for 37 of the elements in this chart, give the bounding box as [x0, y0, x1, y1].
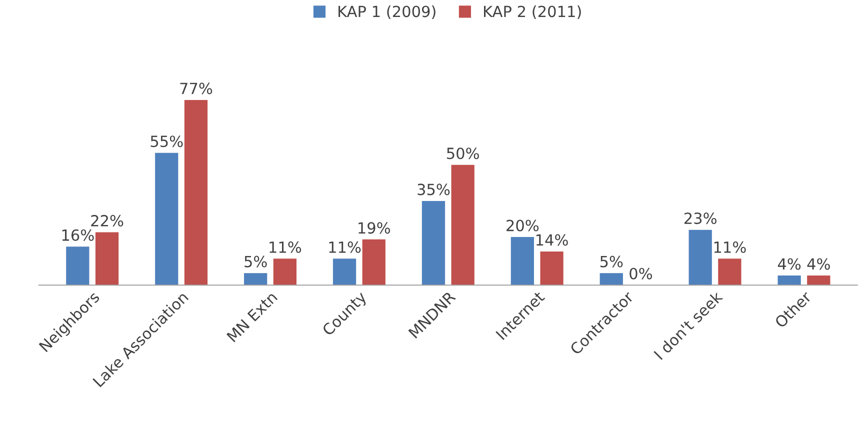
bar	[600, 273, 623, 286]
bar	[422, 200, 446, 286]
bar	[332, 258, 356, 286]
data-label: 5%	[600, 256, 623, 268]
bar	[273, 258, 296, 286]
data-label: 50%	[447, 148, 479, 160]
bar	[540, 251, 564, 286]
legend-label: KAP 2 (2011)	[484, 5, 581, 20]
data-label: 0%	[630, 268, 652, 280]
data-label: 14%	[536, 234, 568, 246]
bar	[244, 273, 268, 286]
data-label: 35%	[418, 184, 450, 196]
bar	[510, 237, 534, 286]
data-label: 23%	[684, 212, 716, 224]
data-label: 55%	[150, 136, 183, 148]
data-label: 11%	[714, 241, 746, 253]
bar	[362, 239, 386, 286]
bar	[155, 152, 178, 286]
data-label: 4%	[807, 258, 830, 270]
data-label: 11%	[270, 241, 302, 253]
bar	[66, 246, 90, 286]
legend-label: KAP 1 (2009)	[338, 5, 436, 20]
data-label: 16%	[62, 229, 94, 241]
data-label: 20%	[506, 220, 539, 232]
data-label: 22%	[91, 214, 124, 226]
bar	[451, 164, 474, 286]
data-label: 19%	[358, 222, 390, 234]
bar	[688, 230, 712, 286]
data-label: 77%	[180, 82, 212, 94]
bar	[184, 100, 208, 286]
data-label: 4%	[778, 258, 801, 270]
bar	[807, 276, 830, 286]
bar	[718, 258, 742, 286]
bar	[778, 276, 801, 286]
data-label: 5%	[244, 256, 267, 268]
data-label: 11%	[329, 241, 361, 253]
bar	[95, 232, 119, 286]
